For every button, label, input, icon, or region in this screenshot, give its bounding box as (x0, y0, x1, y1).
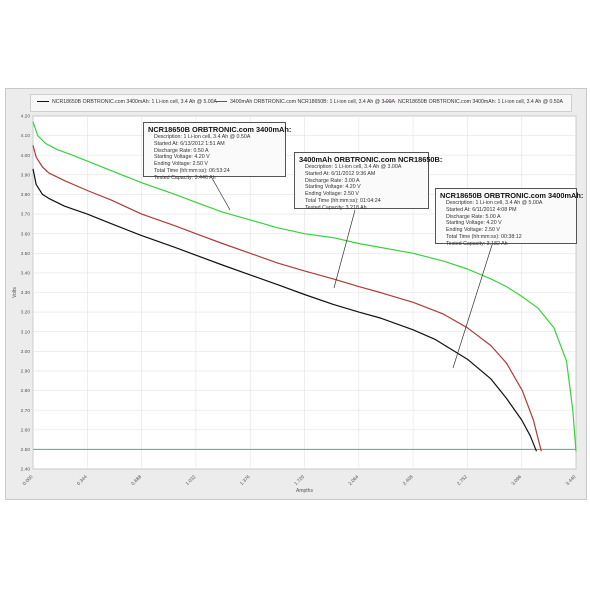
callout-title: NCR18650B ORBTRONIC.com 3400mAh: (148, 125, 292, 134)
y-tick-label: 3.60 (21, 231, 31, 237)
y-tick-label: 3.80 (21, 192, 31, 198)
y-tick-label: 2.50 (21, 447, 31, 453)
legend-label-05a: NCR18650B ORBTRONIC.com 3400mAh: 1 Li-io… (398, 99, 563, 105)
callout-line: Description: 1 Li-ion cell, 3.4 Ah @ 0.5… (154, 134, 251, 140)
callout-line: Ending Voltage: 2.50 V (305, 191, 359, 198)
y-tick-label: 2.60 (21, 427, 31, 433)
callout-line: Starting Voltage: 4.20 V (305, 184, 361, 191)
legend-label-3a: 3400mAh ORBTRONIC.com NCR18650B: 1 Li-io… (230, 99, 395, 105)
y-tick-label: 3.10 (21, 329, 31, 335)
callout-line: Started At: 6/11/2012 9:36 AM (305, 170, 376, 177)
series-line-3a (32, 145, 542, 452)
x-tick-label: 0.688 (130, 474, 143, 487)
callout-line: Total Time (hh:mm:ss): 06:53:24 (154, 167, 230, 174)
legend-label-5a: NCR18650B ORBTRONIC.com 3400mAh: 1 Li-io… (52, 99, 217, 105)
y-tick-label: 3.40 (21, 270, 31, 276)
x-tick-label: 1.376 (239, 474, 252, 487)
y-tick-label: 2.90 (21, 369, 31, 375)
callout-line: Started At: 6/11/2012 4:08 PM (446, 206, 517, 213)
callout-line: Description: 1 Li-ion cell, 3.4 Ah @ 5.0… (446, 200, 543, 206)
callout-line: Discharge Rate: 0.50 A (154, 147, 209, 154)
callout-title: 3400mAh ORBTRONIC.com NCR18650B: (299, 155, 443, 164)
x-axis-label: Ampths (296, 488, 313, 494)
callout-3a: 3400mAh ORBTRONIC.com NCR18650B: Descrip… (294, 152, 443, 211)
legend-entry-3a: 3400mAh ORBTRONIC.com NCR18650B: 1 Li-io… (215, 99, 395, 105)
x-tick-label: 2.752 (456, 474, 469, 487)
y-tick-label: 2.80 (21, 388, 31, 394)
callout-line: Ending Voltage: 2.50 V (446, 227, 500, 234)
x-tick-label: 3.096 (510, 474, 523, 487)
x-tick-label: 0.000 (22, 474, 35, 487)
chart-legend: NCR18650B ORBTRONIC.com 3400mAh: 1 Li-io… (30, 94, 572, 112)
x-tick-label: 2.408 (402, 474, 415, 487)
series-line-05a (32, 121, 577, 452)
callout-pointer-5a (452, 244, 493, 369)
callout-line: Tested Capacity: 3.446 Ah (154, 174, 216, 181)
y-tick-label: 3.30 (21, 290, 31, 296)
y-tick-label: 4.20 (21, 114, 31, 120)
callout-line: Starting Voltage: 4.20 V (154, 154, 210, 161)
x-tick-label: 1.720 (293, 474, 306, 487)
x-tick-label: 0.344 (76, 474, 89, 487)
callout-5a: NCR18650B ORBTRONIC.com 3400mAh: Descrip… (435, 188, 584, 247)
y-tick-label: 3.20 (21, 310, 31, 316)
callout-line: Description: 1 Li-ion cell, 3.4 Ah @ 3.0… (305, 164, 402, 170)
callout-pointer-05a (211, 177, 231, 211)
series-line-5a (32, 168, 538, 452)
callout-0-5a: NCR18650B ORBTRONIC.com 3400mAh: Descrip… (143, 122, 292, 181)
y-tick-label: 4.10 (21, 133, 31, 139)
y-tick-label: 2.70 (21, 408, 31, 414)
callout-line: Discharge Rate: 5.00 A (446, 213, 501, 220)
y-tick-label: 3.00 (21, 349, 31, 355)
x-tick-label: 3.440 (565, 474, 578, 487)
callout-line: Tested Capacity: 3.182 Ah (446, 240, 508, 247)
callout-line: Total Time (hh:mm:ss): 00:38:12 (446, 233, 522, 240)
callout-line: Started At: 6/13/2012 1:51 AM (154, 140, 225, 147)
x-tick-label: 2.064 (347, 474, 360, 487)
legend-entry-05a: NCR18650B ORBTRONIC.com 3400mAh: 1 Li-io… (383, 99, 563, 105)
y-tick-label: 4.00 (21, 153, 31, 159)
callout-line: Total Time (hh:mm:ss): 01:04:24 (305, 197, 381, 204)
legend-entry-5a: NCR18650B ORBTRONIC.com 3400mAh: 1 Li-io… (37, 99, 217, 105)
y-tick-label: 2.40 (21, 467, 31, 473)
x-tick-label: 1.032 (185, 474, 198, 487)
callout-pointer-3a (333, 209, 356, 289)
y-tick-label: 3.50 (21, 251, 31, 257)
y-axis-label: Volts (12, 287, 18, 298)
callout-title: NCR18650B ORBTRONIC.com 3400mAh: (440, 191, 584, 200)
callout-line: Tested Capacity: 3.218 Ah (305, 204, 367, 211)
y-tick-label: 3.90 (21, 172, 31, 178)
callout-line: Starting Voltage: 4.20 V (446, 220, 502, 227)
y-tick-label: 3.70 (21, 212, 31, 218)
callout-line: Ending Voltage: 2.50 V (154, 161, 208, 168)
callout-line: Discharge Rate: 3.00 A (305, 177, 360, 184)
